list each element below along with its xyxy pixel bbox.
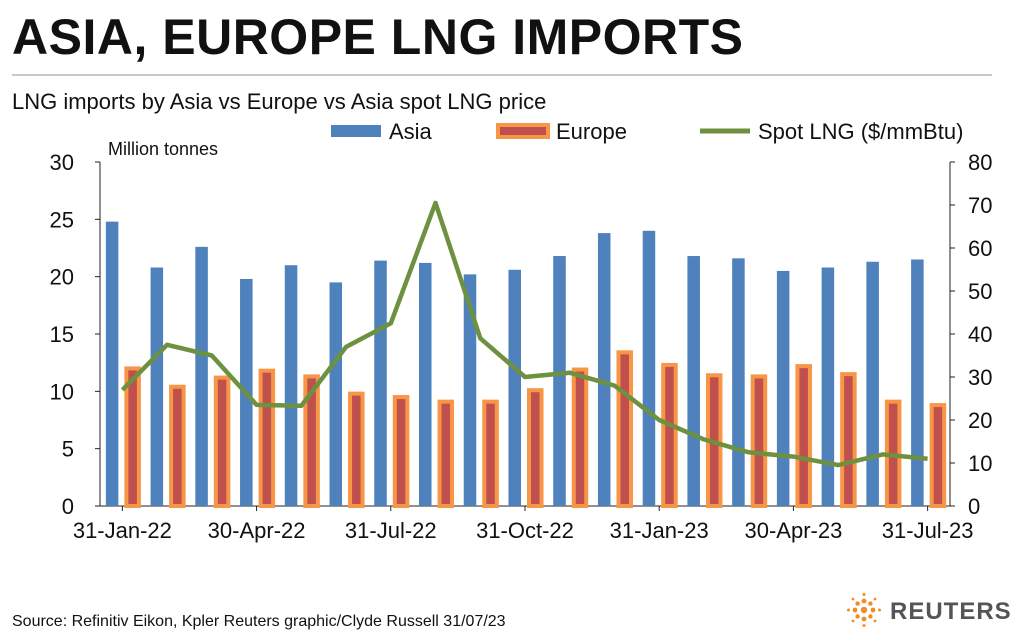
europe-bar <box>750 374 768 508</box>
europe-bar <box>571 367 589 508</box>
asia-bar <box>687 256 700 506</box>
reuters-dot-mark-icon <box>847 593 881 627</box>
right-axis-tick-label: 50 <box>968 279 992 304</box>
europe-bar <box>303 374 320 508</box>
reuters-wordmark: REUTERS <box>890 598 1012 625</box>
asia-bar <box>463 274 477 506</box>
europe-bar <box>616 350 634 509</box>
asia-bar <box>776 270 790 506</box>
europe-bar <box>482 399 499 508</box>
spot-lng-line <box>120 200 928 468</box>
left-axis-tick-label: 25 <box>50 207 74 232</box>
asia-bar <box>195 246 208 506</box>
europe-bar <box>661 362 678 508</box>
asia-bar <box>284 265 298 506</box>
europe-bar <box>840 372 857 508</box>
asia-bar <box>105 221 119 507</box>
right-axis-tick-label: 40 <box>968 322 992 347</box>
europe-bar <box>437 399 455 508</box>
europe-bar <box>124 366 141 508</box>
asia-bar <box>597 233 611 507</box>
x-axis-tick-label: 31-Jul-23 <box>882 518 974 543</box>
legend-swatch-asia <box>331 125 381 137</box>
europe-bar <box>213 375 231 508</box>
right-axis-tick-label: 80 <box>968 150 992 175</box>
asia-bar <box>866 261 879 506</box>
left-axis-tick-label: 10 <box>50 379 74 404</box>
asia-bar <box>374 260 387 506</box>
europe-bar <box>258 368 276 508</box>
right-axis-tick-label: 20 <box>968 408 992 433</box>
source-note: Source: Refinitiv Eikon, Kpler Reuters g… <box>12 613 506 630</box>
europe-bar <box>348 391 365 509</box>
left-axis-unit-label: Million tonnes <box>108 139 218 159</box>
reuters-logo: REUTERS <box>847 593 1012 627</box>
legend-label-asia: Asia <box>389 119 433 144</box>
asia-bar <box>553 256 566 506</box>
chart-title: ASIA, EUROPE LNG IMPORTS <box>12 9 744 65</box>
title-divider <box>12 74 992 76</box>
asia-bar <box>419 262 432 506</box>
legend-swatch-europe <box>496 123 550 139</box>
right-axis-tick-label: 70 <box>968 193 992 218</box>
right-axis-tick-label: 60 <box>968 236 992 261</box>
x-axis-tick-label: 30-Apr-23 <box>744 518 842 543</box>
asia-bar <box>911 259 924 506</box>
legend-label-europe: Europe <box>556 119 627 144</box>
x-axis-tick-label: 31-Jan-23 <box>610 518 709 543</box>
asia-bar <box>642 230 656 507</box>
asia-bar <box>329 282 343 506</box>
europe-bar <box>929 403 947 508</box>
left-axis-tick-label: 0 <box>62 494 74 519</box>
legend-label-spot: Spot LNG ($/mmBtu) <box>758 119 963 144</box>
x-axis-tick-label: 30-Apr-22 <box>208 518 306 543</box>
asia-bar <box>821 267 835 506</box>
europe-bar <box>169 384 186 509</box>
asia-bar <box>150 267 164 506</box>
left-axis-tick-label: 15 <box>50 322 74 347</box>
right-axis-tick-label: 10 <box>968 451 992 476</box>
x-axis-tick-label: 31-Oct-22 <box>476 518 574 543</box>
left-axis-tick-label: 30 <box>50 150 74 175</box>
left-axis-tick-label: 20 <box>50 265 74 290</box>
europe-bar <box>392 395 410 509</box>
x-axis-tick-label: 31-Jan-22 <box>73 518 172 543</box>
europe-bar <box>527 388 544 509</box>
lng-imports-chart: 0 5 10 15 20 25 30 0 10 20 30 40 50 60 70 80 Million ton… <box>50 119 993 543</box>
chart-subtitle: LNG imports by Asia vs Europe vs Asia sp… <box>12 89 547 114</box>
asia-bar <box>508 269 521 506</box>
left-axis-tick-label: 5 <box>62 437 74 462</box>
x-axis-tick-label: 31-Jul-22 <box>345 518 437 543</box>
right-axis-tick-label: 0 <box>968 494 980 519</box>
right-axis-tick-label: 30 <box>968 365 992 390</box>
asia-bar <box>732 258 745 506</box>
europe-bar <box>795 364 812 508</box>
